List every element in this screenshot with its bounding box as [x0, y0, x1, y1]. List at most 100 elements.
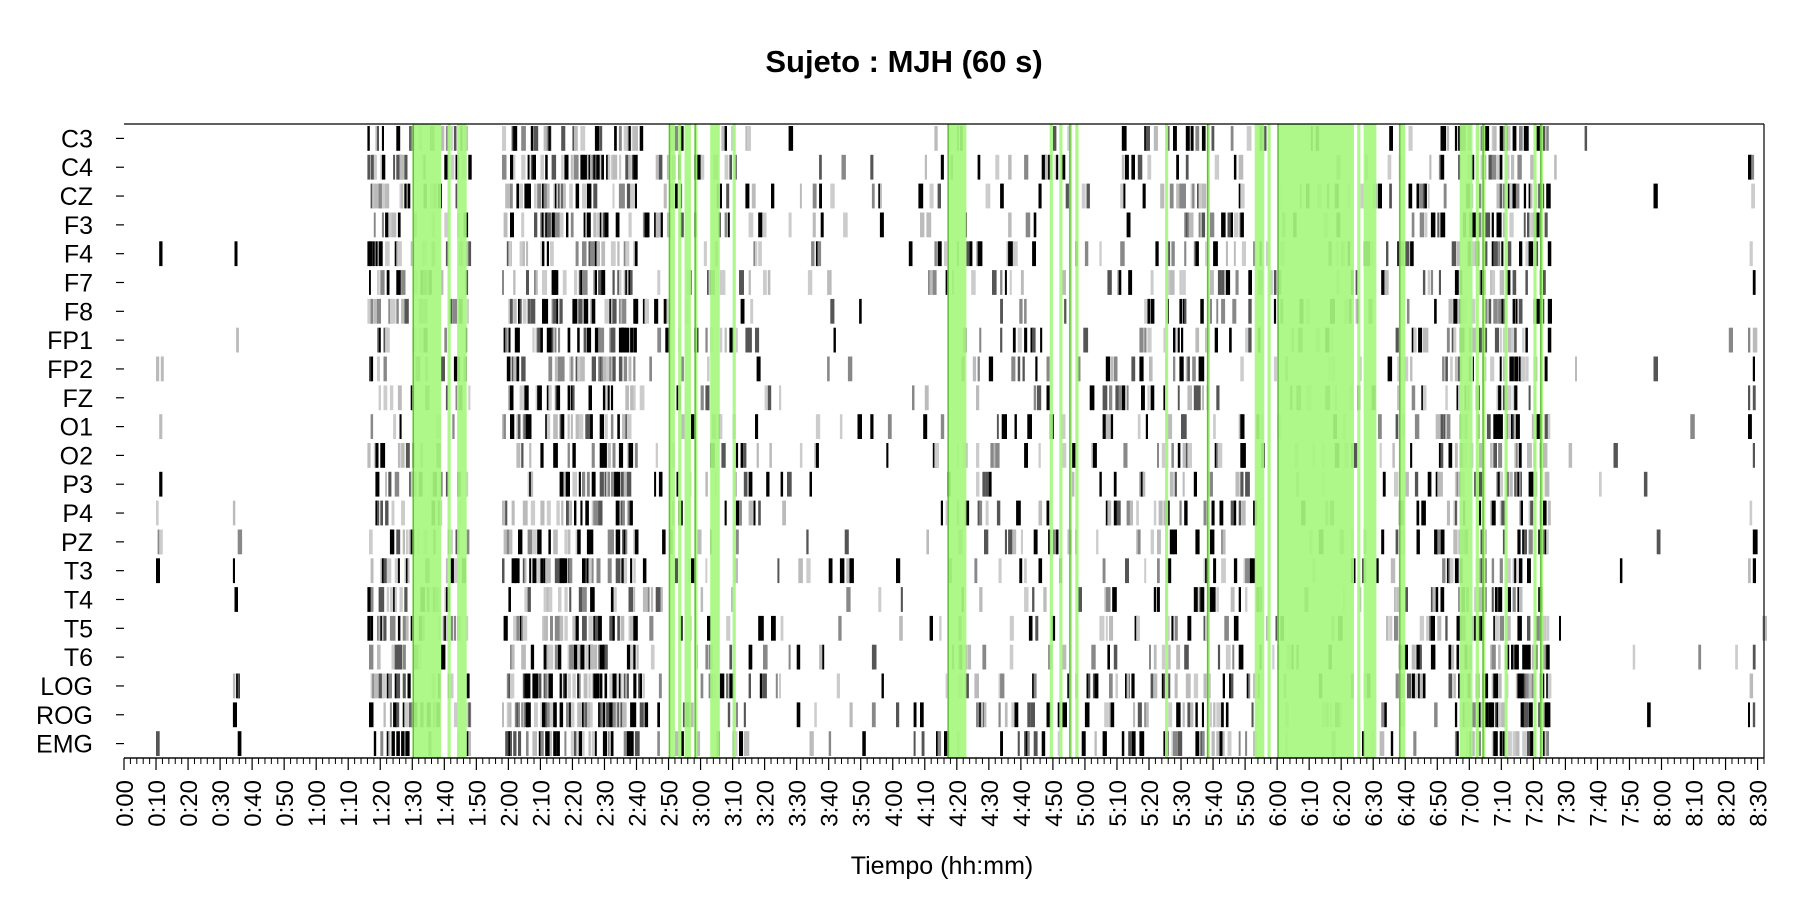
event-mark	[510, 414, 515, 439]
y-tick-label: F4	[64, 241, 93, 269]
event-mark	[610, 241, 616, 267]
event-mark	[1126, 385, 1129, 411]
event-mark	[1139, 327, 1144, 353]
event-mark	[367, 154, 371, 180]
x-tick-label: 4:10	[913, 780, 940, 827]
event-mark	[401, 500, 405, 526]
event-mark	[1450, 356, 1453, 382]
event-mark	[513, 154, 516, 180]
event-mark	[1121, 385, 1126, 411]
event-mark	[1752, 270, 1756, 295]
event-mark	[1024, 298, 1027, 324]
event-mark	[759, 673, 763, 699]
event-mark	[405, 443, 410, 468]
event-mark	[445, 241, 449, 267]
event-mark	[799, 183, 802, 209]
event-mark	[1440, 529, 1445, 555]
event-mark	[1752, 558, 1756, 584]
event-mark	[1184, 298, 1187, 324]
event-mark	[1515, 183, 1519, 209]
event-mark	[1147, 327, 1152, 353]
event-mark	[551, 270, 555, 295]
event-mark	[583, 327, 587, 353]
event-mark	[583, 154, 589, 180]
event-mark	[386, 212, 389, 238]
x-tick-label: 0:30	[208, 780, 235, 827]
event-mark	[572, 615, 577, 641]
event-mark	[372, 673, 375, 699]
event-mark	[1150, 529, 1154, 555]
event-mark	[1173, 356, 1176, 382]
event-mark	[642, 298, 646, 324]
event-mark	[1101, 615, 1105, 641]
event-mark	[657, 270, 661, 295]
event-mark	[1195, 126, 1200, 151]
event-mark	[878, 587, 882, 612]
event-mark	[564, 587, 568, 612]
event-mark	[548, 385, 552, 411]
event-mark	[1511, 644, 1514, 670]
event-mark	[1502, 126, 1506, 151]
event-mark	[380, 154, 383, 180]
event-mark	[1201, 702, 1204, 728]
event-mark	[1442, 558, 1446, 584]
event-mark	[1519, 126, 1523, 151]
event-mark	[1454, 500, 1457, 526]
event-mark	[1062, 443, 1067, 468]
event-mark	[553, 529, 558, 555]
event-mark	[633, 327, 637, 353]
event-mark	[599, 414, 604, 439]
event-mark	[1381, 529, 1385, 555]
event-mark	[588, 615, 593, 641]
event-mark	[1174, 471, 1177, 497]
event-mark	[913, 731, 916, 756]
event-mark	[988, 356, 994, 382]
event-mark	[1502, 212, 1506, 238]
event-mark	[370, 154, 376, 180]
event-mark	[441, 270, 444, 295]
x-axis-label: Tiempo (hh:mm)	[851, 852, 1033, 880]
event-mark	[561, 356, 565, 382]
event-mark	[518, 702, 520, 728]
event-mark	[569, 702, 572, 728]
event-mark	[445, 385, 449, 411]
event-mark	[734, 558, 738, 584]
event-mark	[1043, 587, 1047, 612]
event-mark	[1619, 558, 1623, 584]
event-mark	[553, 414, 558, 439]
event-mark	[1198, 212, 1202, 238]
event-mark	[1230, 673, 1234, 699]
green-interval	[1363, 124, 1377, 758]
event-mark	[1406, 673, 1411, 699]
event-mark	[974, 673, 979, 699]
event-mark	[1559, 615, 1561, 641]
event-mark	[899, 615, 903, 641]
event-mark	[817, 241, 822, 267]
event-mark	[1198, 356, 1201, 382]
event-mark	[1000, 731, 1003, 756]
event-mark	[626, 731, 631, 756]
event-mark	[1222, 731, 1225, 756]
event-mark	[1131, 673, 1135, 699]
event-mark	[606, 154, 609, 180]
event-mark	[1269, 270, 1273, 295]
event-mark	[377, 356, 380, 382]
event-mark	[1185, 356, 1189, 382]
event-mark	[591, 471, 596, 497]
event-mark	[758, 241, 762, 267]
event-mark	[530, 126, 534, 151]
event-mark	[397, 443, 401, 468]
event-mark	[386, 673, 390, 699]
event-mark	[1435, 414, 1441, 439]
event-mark	[623, 471, 628, 497]
event-mark	[1157, 558, 1160, 584]
event-mark	[833, 327, 836, 353]
event-mark	[1221, 558, 1226, 584]
event-mark	[1144, 327, 1147, 353]
event-mark	[1429, 154, 1432, 180]
event-mark	[630, 558, 633, 584]
event-mark	[580, 126, 586, 151]
event-mark	[827, 270, 832, 295]
event-mark	[729, 327, 734, 353]
event-mark	[516, 327, 520, 353]
